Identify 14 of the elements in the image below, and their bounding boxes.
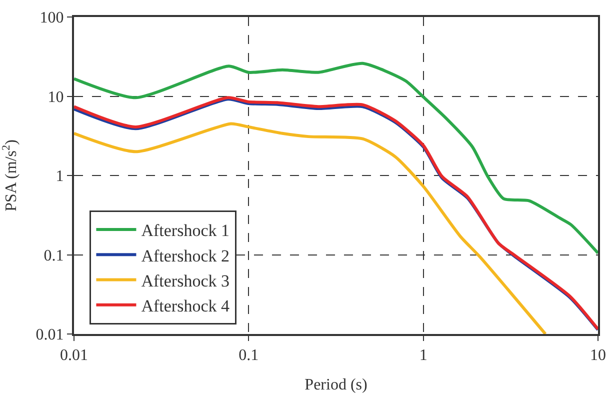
y-tick-label: 1 — [56, 168, 64, 186]
legend-label: Aftershock 2 — [141, 246, 230, 266]
legend-label: Aftershock 1 — [141, 221, 230, 240]
legend-label: Aftershock 3 — [141, 271, 230, 290]
x-tick-label: 0.1 — [238, 347, 259, 364]
x-tick-label: 0.01 — [60, 347, 88, 364]
x-tick-label: 10 — [590, 347, 606, 364]
x-axis-title: Period (s) — [304, 376, 368, 394]
y-tick-label: 0.1 — [44, 247, 64, 264]
legend-label: Aftershock 4 — [141, 296, 230, 316]
y-tick-label: 100 — [40, 10, 64, 27]
x-tick-label: 1 — [419, 347, 428, 364]
y-tick-label: 0.01 — [36, 326, 64, 344]
y-tick-label: 10 — [48, 88, 64, 106]
